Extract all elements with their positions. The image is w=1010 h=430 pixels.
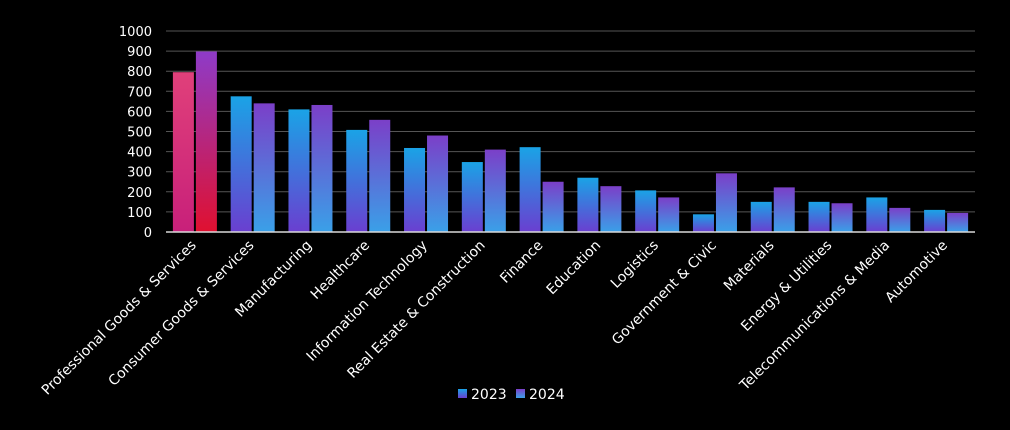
y-axis-tick-labels: 0 100 200 300 400 500 600 700 800 900 1000	[119, 25, 152, 241]
bar-2024-12	[889, 207, 911, 232]
x-tick-label: Automotive	[882, 238, 951, 307]
legend-swatch	[516, 389, 525, 398]
bar-2024-1	[253, 103, 275, 232]
x-tick-label: Logistics	[608, 238, 662, 292]
y-tick-label: 400	[127, 146, 152, 161]
x-tick-label: Materials	[721, 238, 778, 295]
bar-2023-1	[230, 96, 252, 232]
bar-2024-3	[369, 119, 391, 232]
bar-2024-2	[311, 104, 333, 232]
y-tick-label: 200	[127, 186, 152, 201]
legend-label: 2024	[529, 387, 565, 403]
y-tick-label: 100	[127, 206, 152, 221]
bar-2023-13	[924, 209, 946, 232]
legend: 2023 2024	[458, 387, 565, 403]
y-tick-label: 300	[127, 166, 152, 181]
bar-2023-8	[635, 190, 657, 232]
bar-2024-8	[658, 197, 680, 232]
y-tick-label: 500	[127, 126, 152, 141]
bar-2024-6	[542, 181, 564, 232]
y-tick-label: 700	[127, 85, 152, 100]
y-tick-label: 600	[127, 105, 152, 120]
bar-2023-11	[808, 201, 830, 232]
bar-2024-10	[773, 187, 795, 232]
bar-2024-11	[831, 203, 853, 232]
x-tick-label: Government & Civic	[609, 238, 720, 349]
bar-2023-9	[692, 214, 714, 232]
bar-2024-4	[427, 135, 449, 232]
bar-2024-7	[600, 186, 622, 232]
x-tick-label: Education	[544, 238, 605, 299]
bar-2023-6	[519, 147, 541, 232]
y-tick-label: 900	[127, 45, 152, 60]
bar-2023-3	[346, 129, 368, 232]
legend-label: 2023	[471, 387, 507, 403]
legend-swatch	[458, 389, 467, 398]
bar-2024-13	[947, 212, 969, 232]
bar-2023-12	[866, 197, 888, 232]
bar-2023-0	[172, 72, 194, 232]
y-tick-label: 1000	[119, 25, 152, 40]
x-tick-label: Information Technology	[304, 238, 431, 365]
bars	[172, 51, 969, 232]
bar-2023-2	[288, 109, 310, 232]
x-tick-label: Finance	[497, 238, 546, 287]
bar-2024-5	[484, 149, 506, 232]
bar-2024-0	[195, 51, 217, 232]
bar-2024-9	[715, 173, 737, 232]
bar-2023-5	[461, 162, 483, 232]
grid-lines	[166, 30, 975, 213]
bar-2023-4	[404, 147, 426, 232]
bar-2023-10	[750, 201, 772, 232]
bar-2023-7	[577, 177, 599, 232]
y-tick-label: 0	[144, 226, 152, 241]
y-tick-label: 800	[127, 65, 152, 80]
